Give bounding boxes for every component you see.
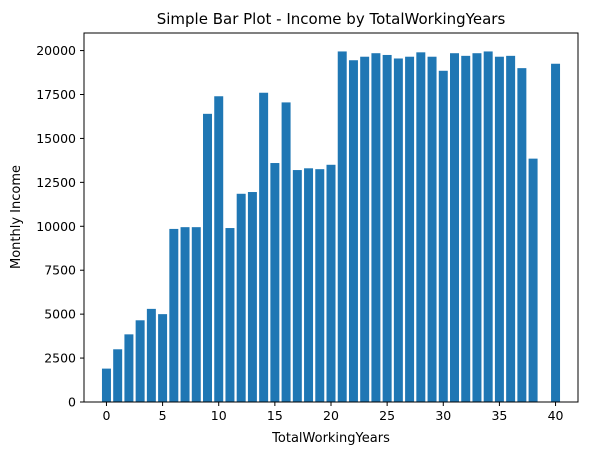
bar-22	[348, 60, 358, 402]
bar-31	[450, 53, 459, 402]
bar-29	[427, 56, 437, 402]
y-axis-label: Monthly Income	[9, 165, 24, 269]
bar-20	[326, 164, 336, 402]
y-tick-label: 12500	[36, 175, 76, 190]
bar-27	[405, 56, 415, 402]
x-tick-label: 0	[102, 408, 110, 423]
y-tick-label: 20000	[36, 43, 76, 58]
bar-4	[146, 308, 156, 402]
bar-7	[180, 227, 190, 402]
bar-25	[382, 54, 392, 402]
bar-38	[528, 158, 538, 402]
bars-group	[101, 51, 561, 403]
bar-0	[101, 368, 111, 402]
x-axis-ticks: 0 5 10 15 20 25 30 35 40	[102, 402, 564, 423]
bar-17	[292, 170, 302, 402]
x-tick-label: 35	[491, 408, 507, 423]
bar-37	[517, 68, 527, 403]
bar-18	[304, 168, 314, 402]
bar-26	[393, 58, 403, 402]
x-tick-label: 15	[267, 408, 283, 423]
bar-33	[472, 53, 482, 402]
y-axis-ticks: 0 2500 5000 7500 10000 12500 15000 17500 20000	[36, 43, 84, 410]
bar-34	[483, 51, 493, 402]
chart-title: Simple Bar Plot - Income by TotalWorking…	[157, 10, 506, 28]
bar-5	[158, 314, 168, 402]
bar-32	[461, 55, 471, 402]
y-tick-label: 10000	[36, 219, 76, 234]
bar-15	[270, 163, 280, 402]
bar-23	[360, 56, 370, 402]
bar-28	[416, 52, 426, 402]
y-tick-label: 0	[68, 395, 76, 410]
bar-35	[494, 56, 504, 402]
bar-2	[124, 334, 134, 402]
bar-9	[203, 113, 212, 402]
bar-11	[225, 228, 235, 402]
bar-1	[113, 349, 123, 402]
bar-21	[337, 51, 347, 402]
x-tick-label: 5	[159, 408, 167, 423]
bar-16	[281, 102, 291, 403]
bar-19	[315, 169, 325, 402]
bar-6	[169, 228, 179, 402]
x-tick-label: 10	[211, 408, 227, 423]
bar-36	[506, 55, 516, 402]
x-axis-label: TotalWorkingYears	[271, 431, 390, 446]
bar-10	[214, 96, 224, 402]
y-tick-label: 5000	[44, 307, 76, 322]
x-tick-label: 40	[548, 408, 564, 423]
bar-13	[247, 192, 257, 402]
bar-40	[551, 63, 561, 402]
bar-3	[135, 320, 145, 402]
bar-12	[236, 193, 246, 402]
x-tick-label: 20	[323, 408, 339, 423]
bar-8	[191, 227, 201, 402]
bar-24	[371, 53, 381, 402]
y-tick-label: 15000	[36, 131, 76, 146]
y-tick-label: 7500	[44, 263, 76, 278]
x-tick-label: 25	[379, 408, 395, 423]
y-tick-label: 2500	[44, 351, 76, 366]
plot-frame	[83, 32, 579, 403]
y-tick-label: 17500	[36, 87, 76, 102]
bar-14	[259, 92, 269, 402]
bar-30	[438, 70, 448, 403]
x-tick-label: 30	[435, 408, 451, 423]
